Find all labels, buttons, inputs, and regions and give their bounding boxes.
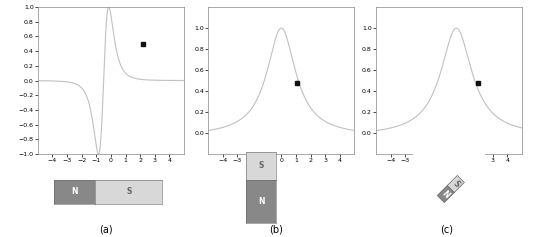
Text: (c): (c) [440,225,453,235]
Polygon shape [447,175,464,192]
Polygon shape [437,186,454,203]
Text: (b): (b) [269,225,283,235]
Text: N: N [440,189,451,200]
Text: S: S [126,187,131,196]
Text: (a): (a) [98,225,113,235]
Text: N: N [71,187,78,196]
Text: S: S [259,161,263,170]
Text: S: S [451,179,461,189]
Text: N: N [258,197,265,206]
